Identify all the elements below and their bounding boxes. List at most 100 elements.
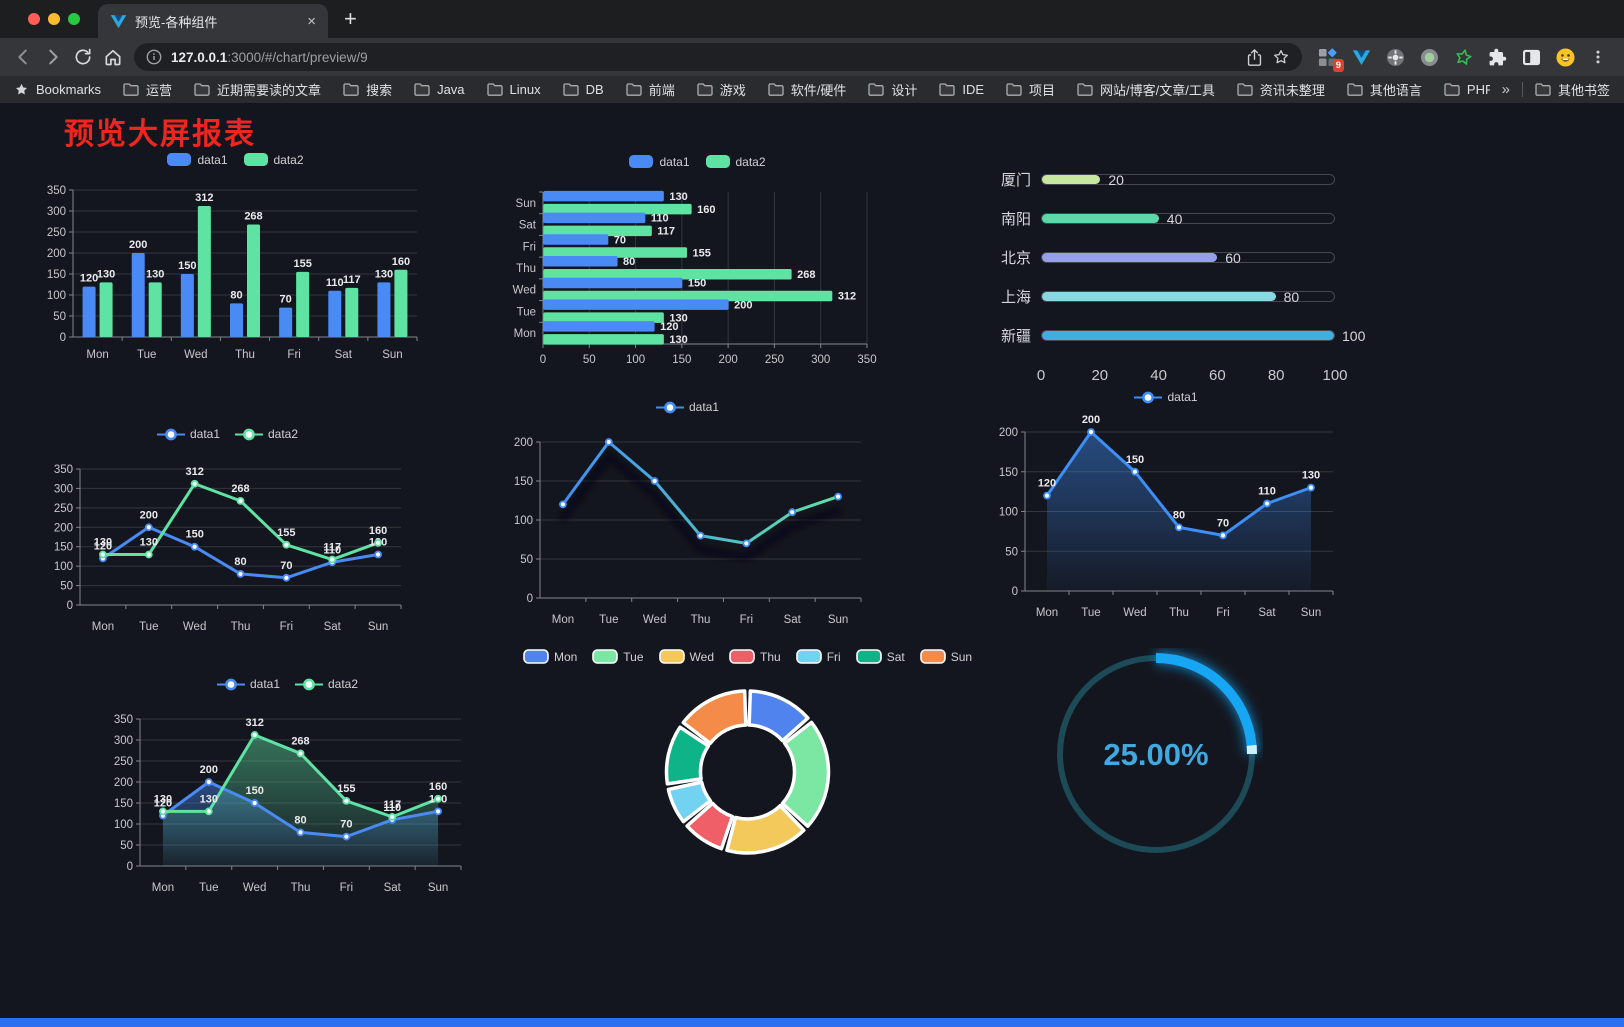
bookmarks-right: » 其他书签	[1502, 80, 1610, 99]
bookmark-folder[interactable]: 前端	[626, 80, 675, 99]
gray-circle-extension-icon[interactable]	[1386, 48, 1405, 67]
legend-label: Fri	[826, 649, 841, 664]
svg-text:Mon: Mon	[86, 349, 108, 361]
bookmark-folder[interactable]: 搜索	[343, 80, 392, 99]
svg-text:312: 312	[838, 291, 856, 303]
chart-legend: Mon Tue Wed Thu Fri Sat Sun	[523, 649, 972, 664]
legend-item[interactable]: data1	[1134, 390, 1198, 404]
legend-item[interactable]: data1	[655, 400, 719, 414]
new-tab-button[interactable]: +	[344, 6, 357, 31]
legend-label: data1	[1167, 390, 1198, 404]
bookmark-folder[interactable]: Java	[414, 82, 465, 97]
legend-item[interactable]: data1	[628, 154, 690, 169]
emoji-extension-icon[interactable]	[1556, 47, 1575, 67]
vue-devtools-icon[interactable]	[1352, 49, 1371, 66]
svg-text:200: 200	[47, 248, 66, 260]
chart-legend: data1	[500, 400, 875, 414]
bookmark-folder[interactable]: 资讯未整理	[1237, 80, 1325, 99]
browser-menu-icon[interactable]	[1590, 48, 1606, 66]
data-point	[159, 807, 167, 816]
legend-label: data2	[735, 154, 766, 169]
legend-item[interactable]: Tue	[592, 649, 644, 664]
bookmarks-list: 运营 近期需要读的文章 搜索 Java Linux DB 前端 游戏 软件/硬件 设计 IDE 项目 网…	[123, 80, 1490, 99]
bookmark-star-icon[interactable]	[1272, 48, 1290, 66]
legend-item[interactable]: data2	[235, 427, 298, 441]
legend-item[interactable]: data1	[216, 677, 280, 691]
bookmark-folder[interactable]: 运营	[123, 80, 172, 99]
home-button[interactable]	[98, 47, 128, 67]
progress-value: 40	[1166, 210, 1183, 227]
browser-tab[interactable]: 预览-各种组件 ×	[98, 4, 328, 38]
bookmark-folder[interactable]: 近期需要读的文章	[194, 80, 321, 99]
bookmark-folder[interactable]: 项目	[1006, 80, 1055, 99]
svg-text:150: 150	[245, 785, 263, 797]
legend-label: data1	[249, 677, 280, 691]
address-bar[interactable]: 127.0.0.1:3000/#/chart/preview/9	[134, 43, 1302, 71]
bookmark-folder[interactable]: IDE	[939, 82, 984, 97]
bookmark-folder[interactable]: PHP	[1444, 82, 1490, 97]
svg-text:200: 200	[114, 777, 133, 789]
legend-label: Thu	[760, 649, 781, 664]
legend-item[interactable]: data1	[166, 152, 228, 167]
green-star-extension-icon[interactable]	[1454, 48, 1473, 67]
forward-button[interactable]	[38, 46, 68, 68]
bookmark-folder[interactable]: 网站/博客/文章/工具	[1077, 80, 1215, 99]
legend-item[interactable]: data2	[295, 677, 358, 691]
legend-item[interactable]: Wed	[658, 649, 714, 664]
legend-item[interactable]: Sun	[919, 649, 973, 664]
svg-text:Wed: Wed	[643, 614, 666, 626]
bookmark-folder[interactable]: Linux	[486, 82, 541, 97]
bookmark-folder[interactable]: 游戏	[697, 80, 746, 99]
bookmark-folder[interactable]: 软件/硬件	[768, 80, 846, 99]
bookmarks-overflow-chevron[interactable]: »	[1501, 81, 1510, 98]
reload-button[interactable]	[68, 47, 98, 67]
legend-label: Sun	[950, 649, 973, 664]
side-panel-icon[interactable]	[1522, 49, 1541, 66]
legend-item[interactable]: Fri	[795, 649, 841, 664]
svg-text:120: 120	[94, 540, 112, 552]
window-close-button[interactable]	[28, 13, 40, 25]
data-point	[604, 438, 613, 446]
bookmarks-root[interactable]: Bookmarks	[14, 82, 101, 97]
svg-text:200: 200	[140, 509, 158, 521]
svg-text:100: 100	[54, 561, 73, 573]
legend-item[interactable]: Thu	[729, 649, 781, 664]
window-minimize-button[interactable]	[48, 13, 60, 25]
site-info-icon[interactable]	[146, 49, 162, 65]
svg-text:300: 300	[47, 206, 66, 218]
svg-text:110: 110	[323, 544, 341, 556]
legend-item[interactable]: data2	[705, 154, 766, 169]
progress-row: 北京 60	[995, 238, 1347, 277]
progress-fill	[1042, 214, 1159, 223]
footer-bar	[0, 1018, 1624, 1027]
bar	[543, 247, 687, 258]
svg-text:Sat: Sat	[784, 614, 802, 626]
svg-text:312: 312	[185, 466, 203, 478]
legend-item[interactable]: data1	[156, 427, 220, 441]
tab-close-icon[interactable]: ×	[307, 12, 316, 30]
extension-grid-icon[interactable]: 9	[1318, 47, 1344, 72]
bookmark-folder[interactable]: 其他语言	[1347, 80, 1422, 99]
legend-item[interactable]: Mon	[523, 649, 577, 664]
puzzle-extensions-icon[interactable]	[1488, 48, 1507, 67]
svg-text:Thu: Thu	[516, 263, 536, 275]
svg-text:Sun: Sun	[368, 621, 388, 633]
gauge-chart-svg: 25.00%	[1057, 650, 1260, 853]
other-bookmarks-folder[interactable]: 其他书签	[1535, 80, 1610, 99]
svg-text:Tue: Tue	[1081, 607, 1100, 619]
legend-item[interactable]: Sat	[855, 649, 905, 664]
window-zoom-button[interactable]	[68, 13, 80, 25]
bar	[543, 256, 618, 267]
svg-text:Thu: Thu	[235, 349, 255, 361]
data-point	[236, 570, 245, 578]
svg-text:200: 200	[54, 522, 73, 534]
svg-text:130: 130	[154, 793, 172, 805]
share-icon[interactable]	[1246, 48, 1263, 67]
legend-item[interactable]: data2	[243, 152, 304, 167]
bookmark-folder[interactable]: DB	[562, 82, 604, 97]
svg-text:Fri: Fri	[280, 621, 293, 633]
svg-text:50: 50	[1005, 546, 1018, 558]
bookmark-folder[interactable]: 设计	[868, 80, 917, 99]
back-button[interactable]	[8, 46, 38, 68]
green-dot-extension-icon[interactable]	[1420, 48, 1439, 67]
